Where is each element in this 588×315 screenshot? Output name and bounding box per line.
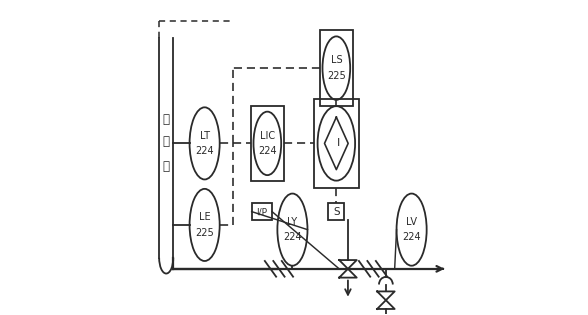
Text: I: I [338, 138, 340, 148]
Text: LIC: LIC [260, 130, 275, 140]
Text: 225: 225 [195, 228, 214, 238]
Text: S: S [333, 207, 340, 217]
Text: I/P: I/P [256, 207, 268, 216]
Text: 224: 224 [195, 146, 214, 156]
Text: 应: 应 [163, 135, 170, 148]
Bar [252, 203, 272, 220]
Bar [251, 106, 284, 181]
Text: LY: LY [288, 217, 298, 227]
Text: 器: 器 [163, 160, 170, 174]
Text: 反: 反 [163, 113, 170, 126]
Text: LV: LV [406, 217, 417, 227]
Bar [314, 99, 359, 188]
Text: 224: 224 [402, 232, 421, 243]
Text: 224: 224 [283, 232, 302, 243]
Text: 225: 225 [327, 71, 346, 81]
Bar [320, 30, 353, 106]
Bar [329, 203, 344, 220]
Text: 224: 224 [258, 146, 277, 156]
Text: LS: LS [330, 55, 342, 65]
Text: LE: LE [199, 212, 211, 222]
Text: LT: LT [199, 130, 209, 140]
